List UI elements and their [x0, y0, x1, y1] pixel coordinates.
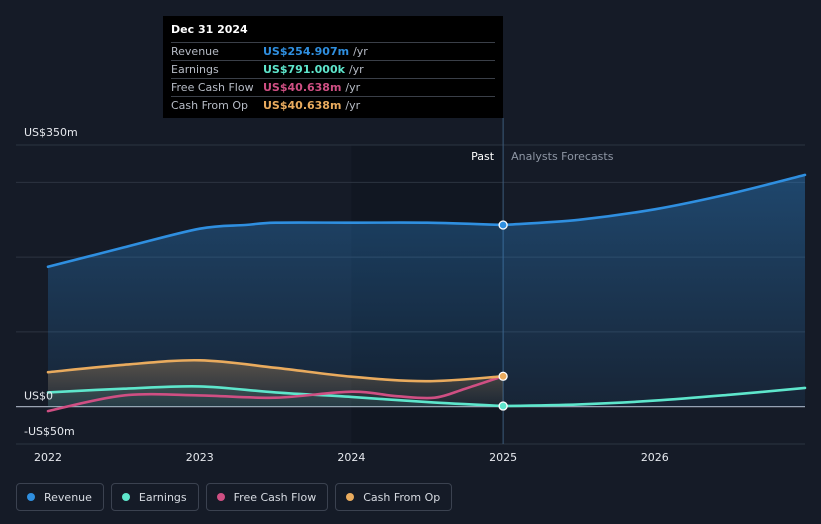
cash-from-op-line-past: [46, 358, 505, 383]
earnings-dot-icon: [121, 493, 130, 501]
legend-item-earnings[interactable]: Earnings: [110, 483, 199, 511]
legend-label: Free Cash Flow: [233, 490, 317, 504]
revenue-marker: [498, 220, 508, 230]
past-label: Past: [471, 150, 495, 163]
x-tick-label: 2024: [337, 451, 365, 464]
legend: Revenue Earnings Free Cash Flow Cash Fro…: [16, 483, 453, 511]
tooltip-unit: /yr: [353, 45, 368, 58]
tooltip-label: Revenue: [171, 45, 219, 58]
legend-item-revenue[interactable]: Revenue: [16, 483, 104, 511]
tooltip-value: US$791.000k: [263, 63, 345, 76]
tooltip-row-cash-from-op: Cash From Op US$40.638m /yr: [171, 96, 495, 114]
tooltip-unit: /yr: [348, 63, 364, 76]
tooltip-row-earnings: Earnings US$791.000k /yr: [171, 60, 495, 78]
x-tick-label: 2023: [186, 451, 214, 464]
x-tick-label: 2022: [34, 451, 62, 464]
legend-item-cash-from-op[interactable]: Cash From Op: [335, 483, 453, 511]
cash-from-op-dot-icon: [346, 493, 355, 501]
tooltip: Dec 31 2024 Revenue US$254.907m /yr Earn…: [163, 16, 503, 118]
earnings-line-past: [46, 384, 505, 408]
free-cash-flow-line-past: [46, 375, 505, 413]
tooltip-unit: /yr: [345, 99, 361, 112]
tooltip-value: US$40.638m: [263, 99, 342, 112]
free-cash-flow-dot-icon: [216, 493, 225, 501]
y-tick-label: US$0: [24, 390, 53, 403]
x-tick-label: 2026: [641, 451, 669, 464]
tooltip-value: US$254.907m: [263, 45, 350, 58]
legend-label: Cash From Op: [363, 490, 441, 504]
tooltip-label: Cash From Op: [171, 99, 249, 112]
revenue-line-past: [46, 221, 505, 269]
revenue-dot-icon: [27, 493, 35, 501]
y-tick-label: US$350m: [24, 126, 78, 139]
earnings-marker: [498, 401, 508, 411]
legend-label: Earnings: [138, 490, 187, 504]
tooltip-label: Earnings: [171, 63, 219, 76]
tooltip-row-free-cash-flow: Free Cash Flow US$40.638m /yr: [171, 78, 495, 96]
revenue-area: [48, 174, 805, 407]
cash-from-op-marker: [498, 371, 508, 381]
tooltip-label: Free Cash Flow: [171, 81, 254, 94]
tooltip-unit: /yr: [345, 81, 361, 94]
x-tick-label: 2025: [489, 451, 517, 464]
earnings-line-forecast: [501, 386, 807, 408]
revenue-line-forecast: [501, 173, 807, 227]
legend-item-free-cash-flow[interactable]: Free Cash Flow: [205, 483, 329, 511]
y-tick-label: -US$50m: [24, 425, 75, 438]
forecast-label: Analysts Forecasts: [511, 150, 614, 163]
tooltip-row-revenue: Revenue US$254.907m /yr: [171, 42, 495, 60]
tooltip-date: Dec 31 2024: [171, 23, 248, 36]
tooltip-value: US$40.638m: [263, 81, 342, 94]
legend-label: Revenue: [44, 490, 92, 504]
